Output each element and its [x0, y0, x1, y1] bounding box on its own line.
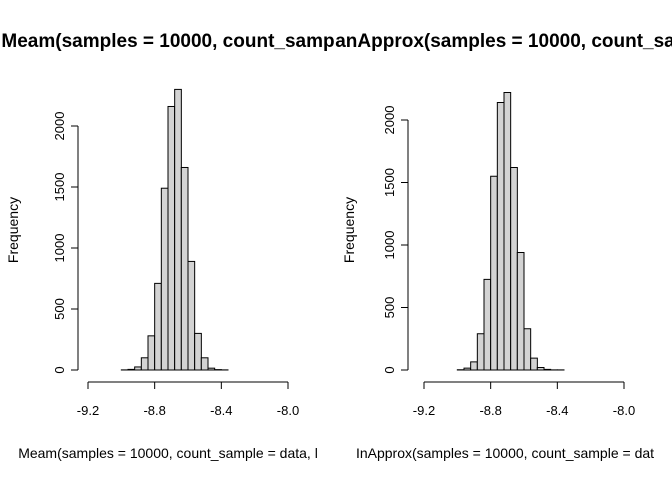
histogram-bar [503, 92, 512, 371]
x-tick-label: -8.0 [277, 403, 299, 418]
histogram-bar [140, 357, 149, 371]
histogram-bar [200, 357, 209, 371]
histogram-bar [490, 175, 498, 371]
x-axis-label: Meam(samples = 10000, count_sample = dat… [18, 445, 318, 461]
y-tick-label: 0 [52, 366, 67, 373]
histogram-bar [194, 332, 202, 371]
x-tick-label: -8.8 [143, 403, 165, 418]
histogram-bar [536, 367, 545, 371]
histogram-bar [523, 328, 532, 371]
x-axis: -9.2 -8.8 -8.4 -8.0 [413, 381, 635, 418]
histogram-bar [463, 367, 472, 371]
y-tick-label: 2000 [382, 106, 397, 135]
histogram-bar [543, 368, 552, 371]
histogram-bar [476, 333, 485, 371]
y-tick-label: 0 [382, 366, 397, 373]
chart-title: anApprox(samples = 10000, count_sa [335, 31, 672, 52]
y-tick-label: 2000 [52, 112, 67, 141]
y-tick-label: 1500 [382, 168, 397, 197]
y-tick-label: 1000 [382, 231, 397, 260]
x-axis: -9.2 -8.8 -8.4 -8.0 [77, 381, 299, 418]
histogram-bar [160, 187, 169, 371]
y-tick-label: 500 [52, 298, 67, 320]
histogram-bar [187, 260, 196, 371]
histogram-bar [134, 366, 142, 371]
x-tick-label: -8.8 [479, 403, 501, 418]
histogram-bar [530, 357, 538, 371]
bar-group [456, 92, 565, 371]
y-axis-label: Frequency [341, 197, 357, 263]
histogram-bar [496, 102, 505, 371]
histogram-bar [167, 105, 176, 371]
histogram-bar [470, 361, 478, 371]
y-axis: 0 500 1000 1500 2000 [382, 106, 409, 374]
y-axis-label: Frequency [5, 197, 21, 263]
histogram-bar [510, 167, 518, 371]
x-axis-label: InApprox(samples = 10000, count_sample =… [356, 445, 654, 461]
histogram-bar [127, 368, 136, 371]
histogram-bar [483, 278, 492, 371]
histogram-bar [174, 88, 182, 371]
x-tick-label: -9.2 [413, 403, 435, 418]
x-tick-label: -8.4 [546, 403, 568, 418]
histogram-bar [180, 166, 189, 371]
bar-group [120, 88, 229, 371]
x-tick-label: -8.4 [210, 403, 232, 418]
histogram-bar [154, 282, 162, 371]
y-axis: 0 500 1000 1500 2000 [52, 112, 79, 374]
chart-title: Meam(samples = 10000, count_samp [1, 31, 334, 52]
histogram-panel-right: anApprox(samples = 10000, count_sa InApp… [335, 31, 672, 461]
x-tick-label: -9.2 [77, 403, 99, 418]
y-tick-label: 500 [382, 297, 397, 319]
y-tick-label: 1500 [52, 173, 67, 202]
histogram-panel-left: Meam(samples = 10000, count_samp Meam(sa… [1, 31, 334, 461]
histogram-bar [147, 335, 156, 371]
histogram-bar [516, 252, 525, 371]
x-tick-label: -8.0 [613, 403, 635, 418]
histogram-bar [207, 367, 216, 371]
y-tick-label: 1000 [52, 234, 67, 263]
